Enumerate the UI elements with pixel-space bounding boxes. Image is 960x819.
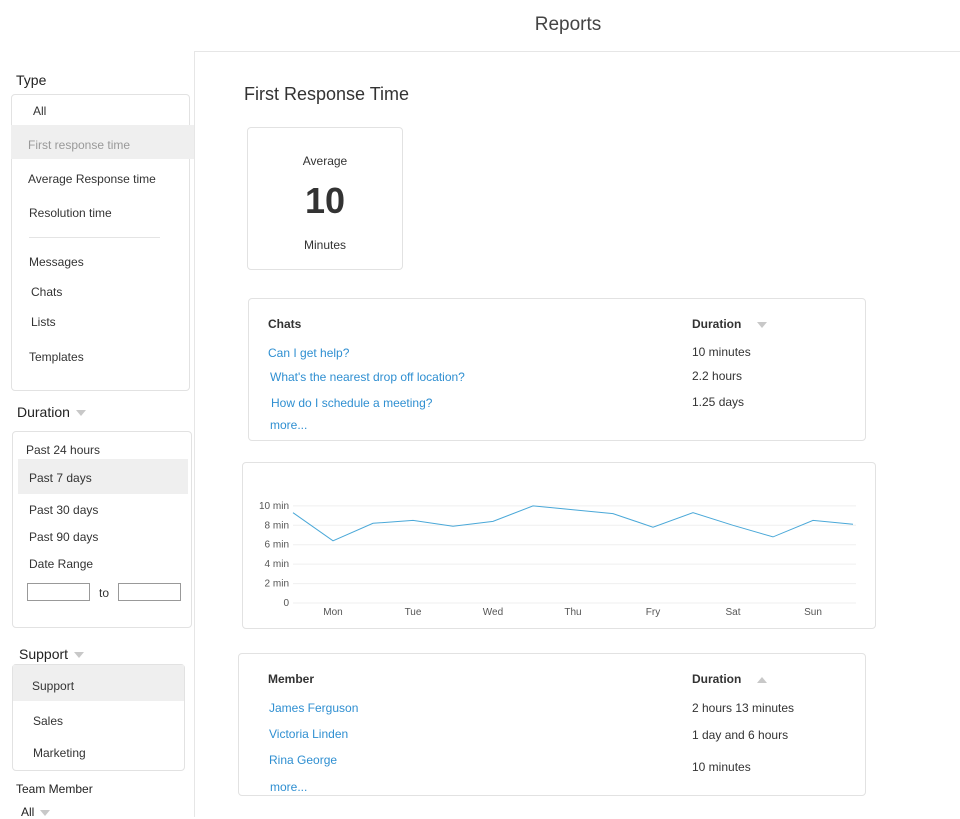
- x-tick-label: Sat: [725, 607, 740, 618]
- duration-item-date-range[interactable]: Date Range: [29, 557, 93, 571]
- chat-link[interactable]: Can I get help?: [268, 346, 349, 360]
- support-panel: Support Sales Marketing: [12, 664, 185, 771]
- chats-table: Chats Duration Can I get help? 10 minute…: [248, 298, 866, 441]
- chevron-down-icon: [76, 410, 86, 416]
- sort-down-icon: [757, 322, 767, 328]
- col-header-member: Member: [268, 672, 314, 686]
- members-more-link[interactable]: more...: [270, 780, 307, 794]
- x-tick-label: Wed: [483, 607, 503, 618]
- type-item-resolution[interactable]: Resolution time: [29, 206, 112, 220]
- y-tick-label: 2 min: [265, 579, 289, 590]
- col-header-duration: Duration: [692, 317, 741, 331]
- y-tick-label: 0: [283, 598, 289, 609]
- line-chart-svg: 0 2 min 4 min 6 min 8 min 10 min Mon Tue Wed Thu F…: [243, 463, 875, 628]
- date-to-input[interactable]: [118, 583, 181, 601]
- chat-link[interactable]: What's the nearest drop off location?: [270, 370, 465, 384]
- y-tick-label: 8 min: [265, 520, 289, 531]
- duration-filter-dropdown[interactable]: Duration: [17, 404, 86, 420]
- header-divider: [195, 51, 960, 52]
- chevron-down-icon: [40, 810, 50, 816]
- chat-duration: 1.25 days: [692, 395, 744, 409]
- duration-panel: Past 24 hours Past 7 days Past 30 days P…: [12, 431, 192, 628]
- support-item-sales[interactable]: Sales: [33, 714, 63, 728]
- type-item-chats[interactable]: Chats: [31, 285, 62, 299]
- sort-duration-button[interactable]: Duration: [692, 672, 767, 686]
- type-item-average-response[interactable]: Average Response time: [28, 172, 156, 186]
- x-tick-label: Mon: [323, 607, 342, 618]
- stat-unit: Minutes: [248, 238, 402, 252]
- type-item-first-response[interactable]: First response time: [28, 138, 130, 152]
- type-item-lists[interactable]: Lists: [31, 315, 56, 329]
- duration-item-24h[interactable]: Past 24 hours: [26, 443, 100, 457]
- report-title: First Response Time: [244, 84, 409, 105]
- type-item-messages[interactable]: Messages: [29, 255, 84, 269]
- member-duration: 10 minutes: [692, 760, 751, 774]
- member-duration: 1 day and 6 hours: [692, 728, 788, 742]
- member-link[interactable]: James Ferguson: [269, 701, 358, 715]
- support-item-marketing[interactable]: Marketing: [33, 746, 86, 760]
- sort-duration-button[interactable]: Duration: [692, 317, 767, 331]
- sidebar-divider: [194, 51, 195, 817]
- response-time-chart: 0 2 min 4 min 6 min 8 min 10 min Mon Tue Wed Thu F…: [242, 462, 876, 629]
- duration-item-90d[interactable]: Past 90 days: [29, 530, 98, 544]
- type-divider: [29, 237, 160, 238]
- col-header-duration: Duration: [692, 672, 741, 686]
- page-title: Reports: [0, 14, 960, 36]
- type-panel: All First response time Average Response…: [11, 94, 190, 391]
- average-stat-card: Average 10 Minutes: [247, 127, 403, 270]
- support-label: Support: [19, 646, 68, 662]
- chat-duration: 2.2 hours: [692, 369, 742, 383]
- team-member-label: Team Member: [16, 782, 93, 796]
- chevron-down-icon: [74, 652, 84, 658]
- stat-label: Average: [248, 154, 402, 168]
- y-tick-label: 10 min: [259, 501, 289, 512]
- col-header-chats: Chats: [268, 317, 301, 331]
- support-filter-dropdown[interactable]: Support: [19, 646, 84, 662]
- y-tick-label: 6 min: [265, 540, 289, 551]
- x-tick-label: Fry: [646, 607, 660, 618]
- member-link[interactable]: Victoria Linden: [269, 727, 348, 741]
- members-table: Member Duration James Ferguson 2 hours 1…: [238, 653, 866, 796]
- y-tick-label: 4 min: [265, 559, 289, 570]
- x-tick-label: Tue: [405, 607, 422, 618]
- sort-up-icon: [757, 677, 767, 683]
- support-item-support[interactable]: Support: [32, 679, 74, 693]
- type-label: Type: [16, 72, 46, 88]
- type-item-all[interactable]: All: [33, 104, 46, 118]
- x-tick-label: Thu: [564, 607, 581, 618]
- duration-label: Duration: [17, 404, 70, 420]
- x-tick-label: Sun: [804, 607, 822, 618]
- chats-more-link[interactable]: more...: [270, 418, 307, 432]
- duration-item-30d[interactable]: Past 30 days: [29, 503, 98, 517]
- duration-item-7d[interactable]: Past 7 days: [29, 471, 92, 485]
- series-line: [293, 506, 853, 541]
- type-item-templates[interactable]: Templates: [29, 350, 84, 364]
- member-link[interactable]: Rina George: [269, 753, 337, 767]
- date-to-label: to: [99, 586, 109, 600]
- chat-link[interactable]: How do I schedule a meeting?: [271, 396, 432, 410]
- chat-duration: 10 minutes: [692, 345, 751, 359]
- date-from-input[interactable]: [27, 583, 90, 601]
- member-duration: 2 hours 13 minutes: [692, 701, 794, 715]
- stat-value: 10: [248, 180, 402, 222]
